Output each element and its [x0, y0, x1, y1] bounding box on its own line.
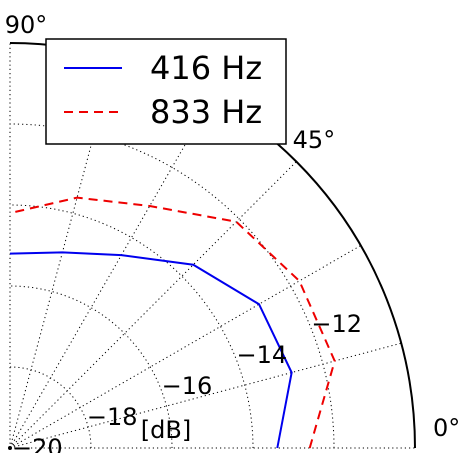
grid-spoke — [9, 97, 213, 449]
radial-tick-label: −14 — [237, 341, 288, 369]
grid-circle — [9, 285, 173, 449]
grid-spoke — [9, 342, 402, 449]
label-layer: −20 −18 −16 −14 −12 0° 45° 90° — [5, 11, 460, 453]
legend-box — [45, 38, 287, 145]
radial-tick-label: −16 — [162, 372, 213, 400]
radial-tick-label: −18 — [87, 403, 138, 431]
series-line-2 — [9, 196, 336, 449]
angle-tick-label: 0° — [433, 414, 460, 442]
grid-spoke — [9, 245, 361, 449]
unit-label: [dB] — [141, 416, 191, 444]
legend-label: 833 Hz — [150, 93, 262, 131]
grid-spoke — [9, 161, 297, 449]
angle-tick-label: 45° — [293, 126, 336, 154]
radial-tick-label: −12 — [311, 310, 362, 338]
origin-dot — [8, 446, 12, 450]
series-layer — [9, 196, 336, 449]
series-line-1 — [9, 251, 293, 449]
legend: 416 Hz 833 Hz — [45, 38, 287, 145]
grid-circle — [9, 204, 254, 449]
radial-tick-label: −20 — [12, 434, 63, 453]
legend-label: 416 Hz — [150, 49, 262, 87]
angle-tick-label: 90° — [5, 11, 48, 39]
